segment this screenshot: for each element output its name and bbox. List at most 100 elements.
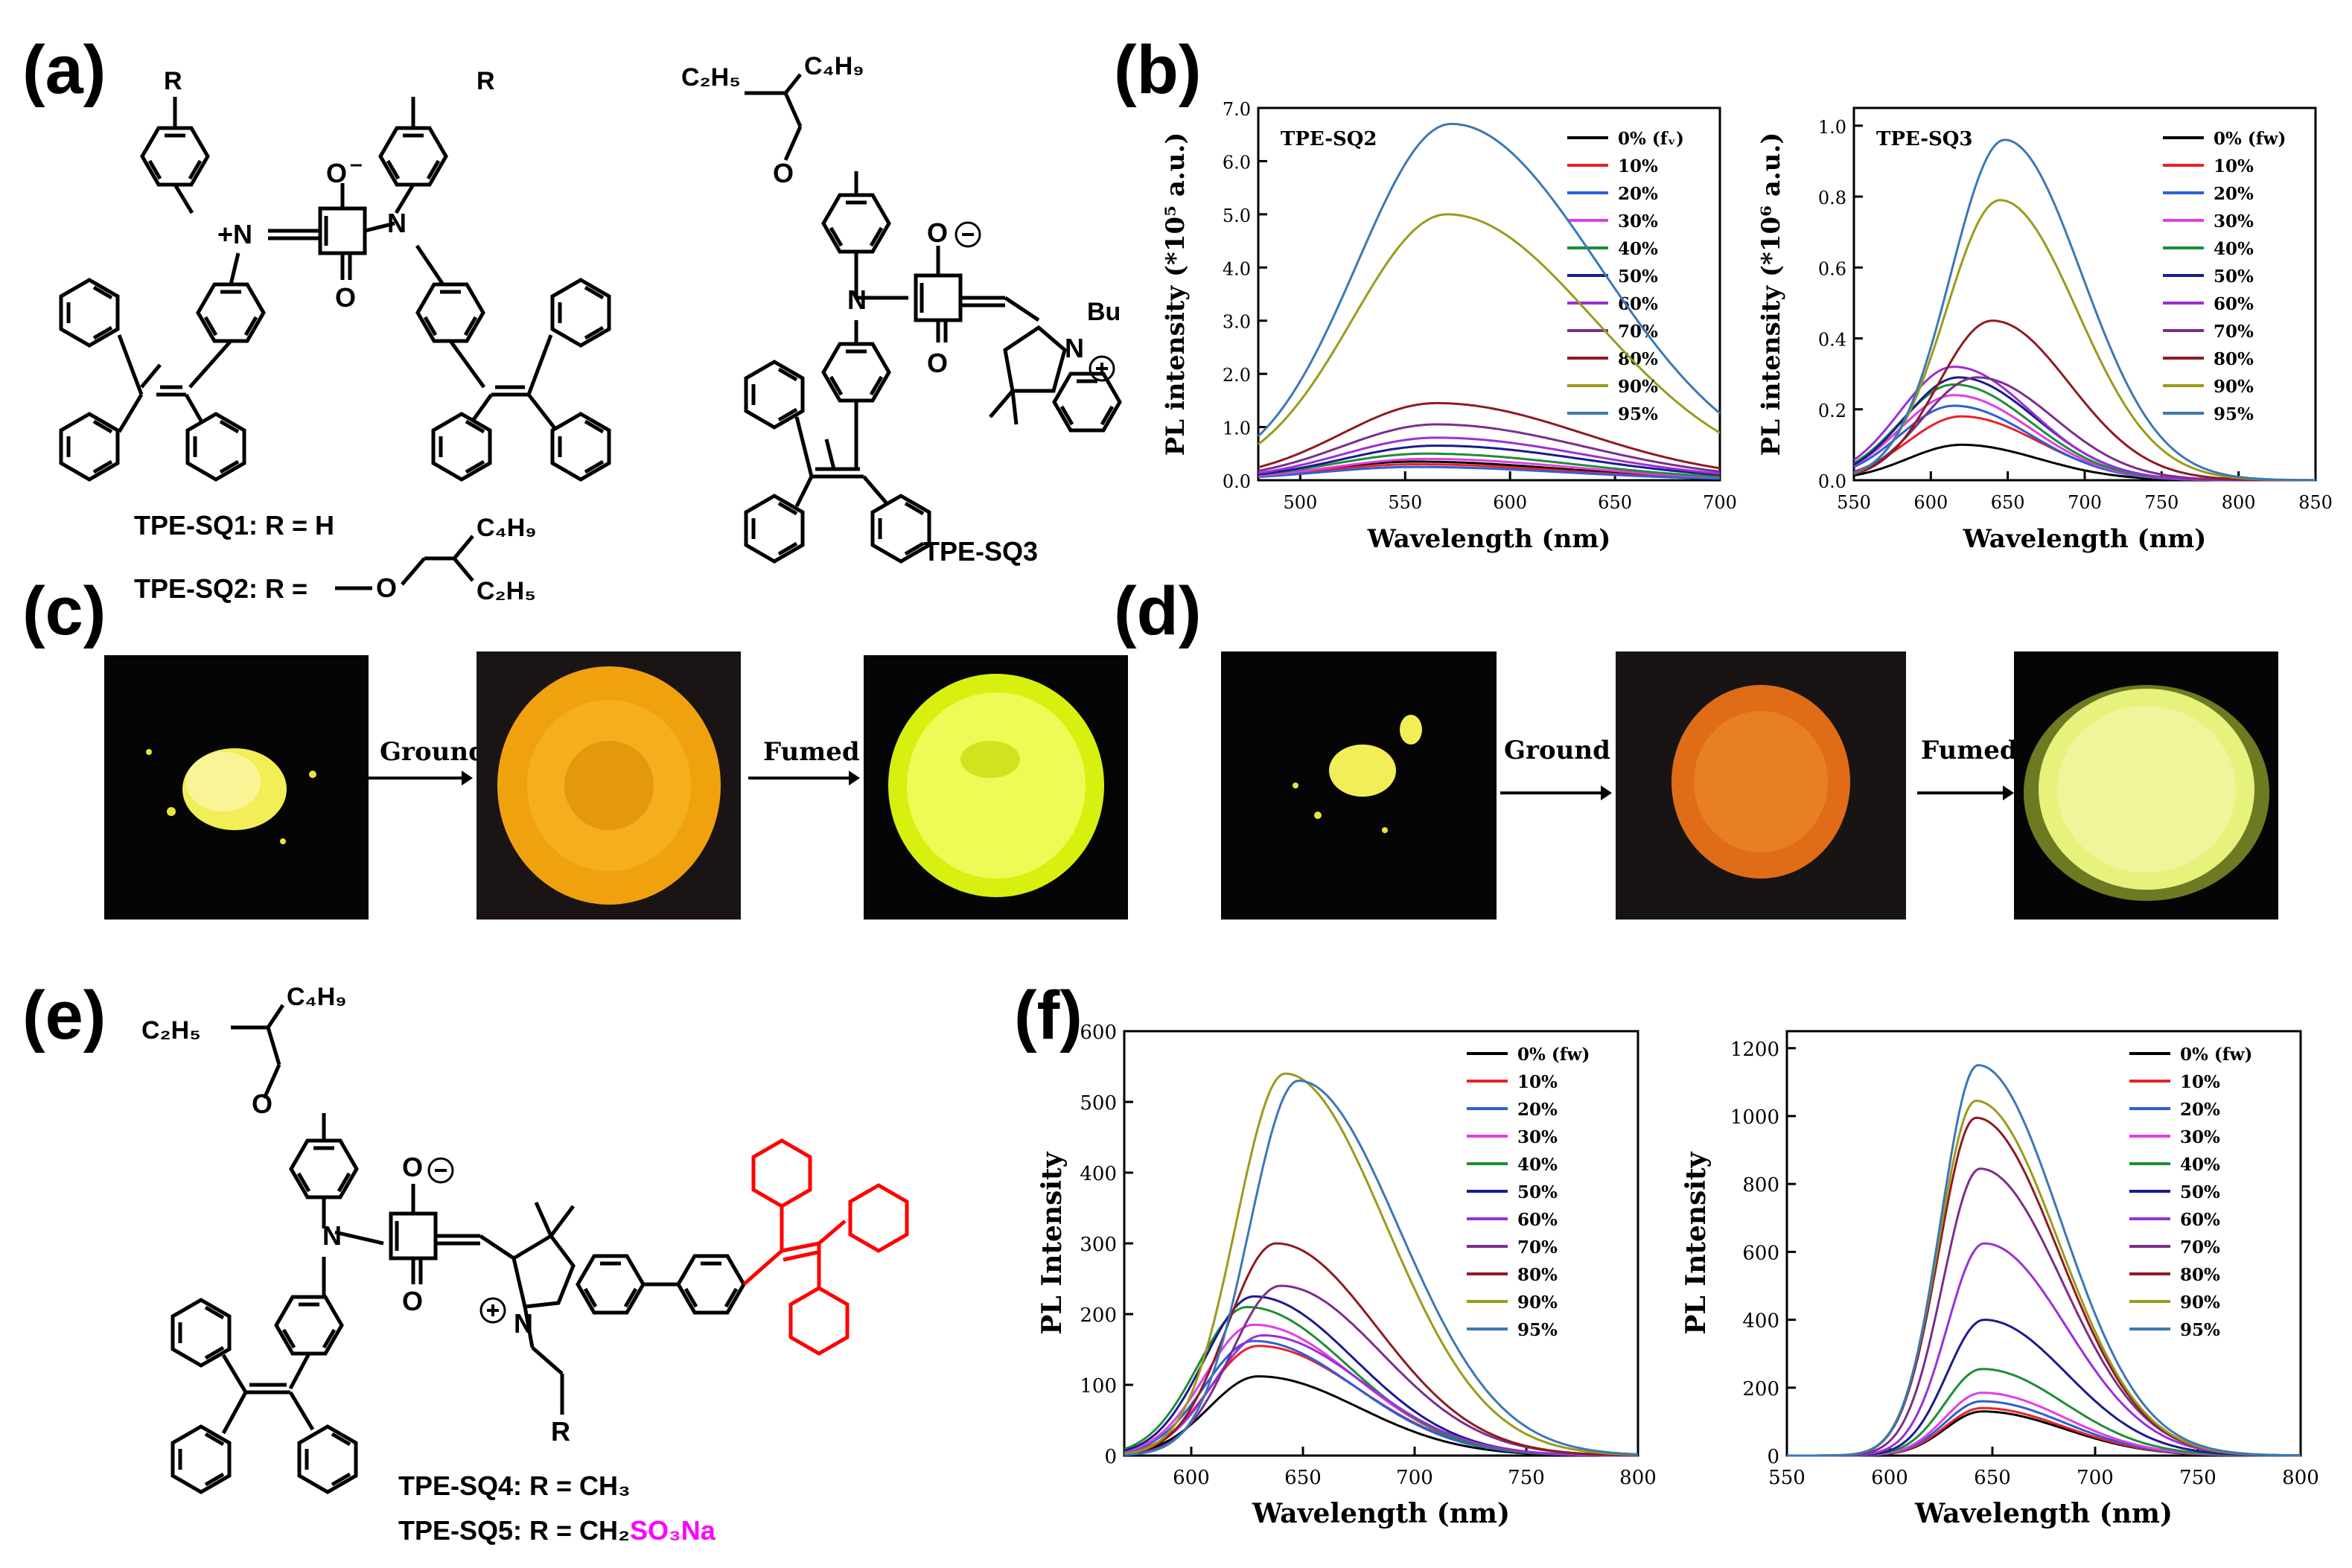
legend-label: 10% <box>2214 156 2254 176</box>
x-tick-label: 750 <box>2144 492 2179 513</box>
molecule-tpe-sq4-sq5: C₂H₅ C₄H₉ O N O O N R <box>141 983 909 1474</box>
series-line-80 <box>1124 1242 1639 1457</box>
legend-label: 50% <box>2214 267 2254 287</box>
series-line-80 <box>1787 1116 2301 1457</box>
series-line-70 <box>1787 1167 2301 1457</box>
legend-label: 80% <box>2180 1265 2220 1285</box>
x-tick-label: 650 <box>1991 492 2025 513</box>
carbonyl-o: O <box>335 282 356 313</box>
x-tick-label: 850 <box>2298 492 2333 513</box>
chart-f-tpe-sq5: 550 600 650 700 750 800 0 200 400 600 800 1000 1200 W… <box>1675 1020 2338 1560</box>
iminium-n: +N <box>217 219 252 249</box>
legend-label: 90% <box>1517 1293 1558 1313</box>
photo-c-fumed <box>864 655 1128 920</box>
legend-label: 40% <box>1517 1155 1558 1175</box>
series-line-50 <box>1124 1295 1639 1457</box>
y-tick-label: 1.0 <box>1818 117 1846 138</box>
chart-title: TPE-SQ3 <box>1876 128 1973 150</box>
svg-text:N: N <box>514 1308 533 1339</box>
y-tick-label: 200 <box>1080 1304 1117 1327</box>
legend-label: 95% <box>2180 1320 2220 1340</box>
panel-label-b: (b) <box>1114 32 1202 108</box>
series-line-0fw <box>1787 1410 2301 1457</box>
legend-label: 90% <box>2214 377 2254 397</box>
chart-title: TPE-SQ2 <box>1281 128 1377 150</box>
x-axis-label: Wavelength (nm) <box>1367 524 1611 554</box>
y-tick-label: 0.2 <box>1818 401 1846 421</box>
svg-text:C₂H₅: C₂H₅ <box>141 1016 201 1045</box>
x-tick-label: 600 <box>1493 492 1527 513</box>
substituent-r-right: R <box>477 67 495 95</box>
y-tick-label: 0 <box>1767 1446 1779 1468</box>
x-tick-label: 550 <box>1388 492 1422 513</box>
svg-text:N: N <box>322 1220 342 1251</box>
svg-text:O: O <box>927 217 948 248</box>
arrow-c-fumed-label: Fumed <box>763 737 860 767</box>
photo-c-ground <box>477 651 741 920</box>
legend-label: 90% <box>1618 377 1658 397</box>
y-tick-label: 4.0 <box>1223 258 1251 279</box>
series-line-50 <box>1787 1319 2301 1457</box>
caption-tpe-sq3: TPE-SQ3 <box>923 536 1039 567</box>
legend-label: 50% <box>2180 1182 2220 1202</box>
series-line-70 <box>1258 423 1721 473</box>
plot-frame <box>1785 1030 2302 1457</box>
x-tick-label: 750 <box>2179 1467 2216 1489</box>
svg-text:–: – <box>350 152 363 176</box>
legend-label: 70% <box>1517 1237 1558 1258</box>
series-line-95 <box>1124 1079 1639 1456</box>
legend-label: 20% <box>2214 184 2254 204</box>
x-tick-label: 600 <box>1871 1467 1908 1489</box>
series-line-70 <box>1124 1284 1638 1457</box>
series-line-30 <box>1258 457 1721 479</box>
panel-label-d: (d) <box>1114 573 1202 649</box>
series-line-90 <box>1258 213 1721 445</box>
svg-text:N: N <box>847 284 867 315</box>
legend-label: 20% <box>2180 1100 2220 1120</box>
svg-text:N: N <box>1065 333 1084 363</box>
series-line-30 <box>1787 1392 2301 1457</box>
x-tick-label: 650 <box>1284 1467 1322 1489</box>
chart-f-tpe-sq4: 600 650 700 750 800 0 100 200 300 400 500 600 Wavele… <box>1035 1020 1668 1560</box>
legend-label: 20% <box>1517 1100 1558 1120</box>
y-tick-label: 6.0 <box>1223 152 1251 173</box>
arrow-c-ground <box>369 771 473 785</box>
legend-label: 10% <box>2180 1072 2220 1092</box>
caption-tpe-sq1: TPE-SQ1: R = H <box>134 510 335 541</box>
y-tick-label: 2.0 <box>1223 365 1251 386</box>
series-line-40 <box>1787 1368 2301 1457</box>
series-line-80 <box>1853 319 2316 482</box>
svg-text:C₄H₉: C₄H₉ <box>477 514 537 542</box>
svg-text:O: O <box>402 1152 423 1182</box>
x-tick-label: 700 <box>2068 492 2102 513</box>
legend-label: 60% <box>1618 294 1658 314</box>
arrow-c-fumed <box>748 771 860 785</box>
svg-text:O: O <box>376 573 397 603</box>
series-line-60 <box>1258 436 1721 475</box>
y-tick-label: 0.6 <box>1818 258 1846 279</box>
amine-n: N <box>387 208 407 238</box>
y-tick-label: 0.8 <box>1818 188 1846 208</box>
legend-label: 60% <box>2214 294 2254 314</box>
arrow-d-fumed-label: Fumed <box>1921 736 2018 765</box>
legend-label: 10% <box>1517 1072 1558 1092</box>
legend-label: 0% (fw) <box>2180 1045 2252 1065</box>
y-tick-label: 7.0 <box>1223 99 1251 120</box>
legend-label: 80% <box>1517 1265 1558 1285</box>
y-tick-label: 400 <box>1742 1310 1779 1333</box>
x-tick-label: 700 <box>2077 1467 2114 1489</box>
legend-label: 40% <box>1618 239 1658 259</box>
legend-label: 0% (fw) <box>1517 1045 1590 1065</box>
y-tick-label: 200 <box>1742 1378 1779 1400</box>
x-tick-label: 800 <box>2282 1467 2319 1489</box>
legend-label: 80% <box>2214 349 2254 369</box>
x-tick-label: 550 <box>1768 1467 1806 1489</box>
caption-tpe-sq5: TPE-SQ5: R = CH₂SO₃Na <box>398 1515 716 1546</box>
series-line-80 <box>1258 401 1721 470</box>
caption-tpe-sq2: TPE-SQ2: R = <box>134 573 308 604</box>
substituent-r-left: R <box>164 67 182 95</box>
series-line-95 <box>1787 1064 2301 1457</box>
photo-c-pristine-powder <box>104 655 369 920</box>
series-line-95 <box>1257 122 1721 437</box>
x-axis-label: Wavelength (nm) <box>1252 1498 1510 1529</box>
